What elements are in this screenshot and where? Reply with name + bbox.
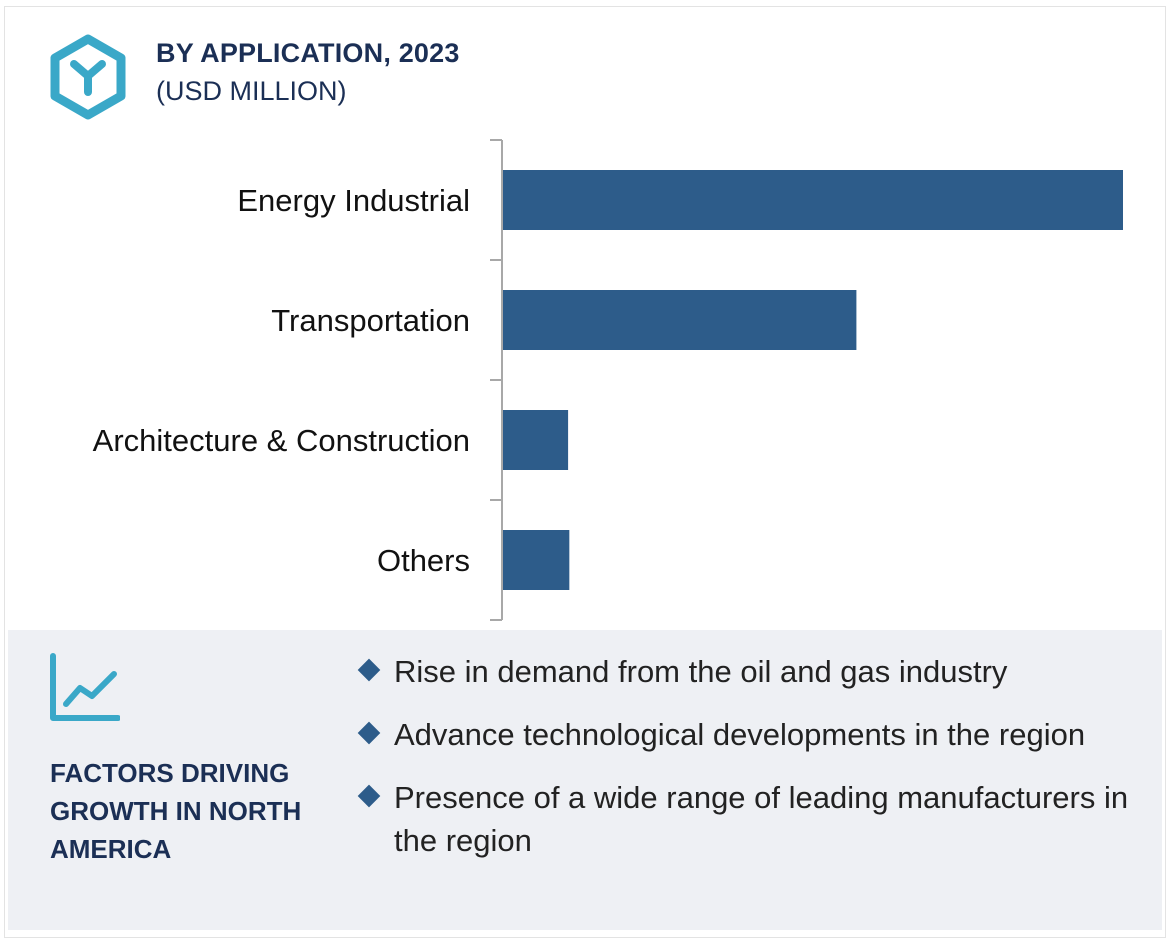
diamond-bullet-icon <box>357 658 381 682</box>
category-label: Transportation <box>271 303 470 338</box>
chart-subtitle: (USD MILLION) <box>156 76 347 106</box>
category-label: Others <box>377 543 470 578</box>
factors-panel: FACTORS DRIVING GROWTH IN NORTH AMERICA … <box>8 630 1162 930</box>
chart-title: BY APPLICATION, 2023 <box>156 38 460 68</box>
bar <box>503 170 1123 230</box>
list-item: Advance technological developments in th… <box>357 713 1148 756</box>
bar-chart: Energy Industrial Transportation Architect… <box>93 139 1123 621</box>
list-item-text: Rise in demand from the oil and gas indu… <box>394 654 1008 689</box>
diamond-bullet-icon <box>357 721 381 745</box>
list-item-text: Presence of a wide range of leading manu… <box>394 780 1129 858</box>
bar <box>503 410 569 470</box>
bar <box>503 290 857 350</box>
list-item: Rise in demand from the oil and gas indu… <box>357 650 1148 693</box>
category-label: Architecture & Construction <box>93 423 470 458</box>
bar <box>503 530 570 590</box>
list-item-text: Advance technological developments in th… <box>394 717 1086 752</box>
diamond-bullet-icon <box>357 784 381 808</box>
list-item: Presence of a wide range of leading manu… <box>357 776 1148 862</box>
factors-heading: FACTORS DRIVING GROWTH IN NORTH AMERICA <box>50 758 302 864</box>
category-label: Energy Industrial <box>237 183 470 218</box>
factors-list: Rise in demand from the oil and gas indu… <box>357 650 1148 882</box>
trend-line-icon <box>50 653 120 721</box>
hexagon-y-icon <box>50 34 126 120</box>
